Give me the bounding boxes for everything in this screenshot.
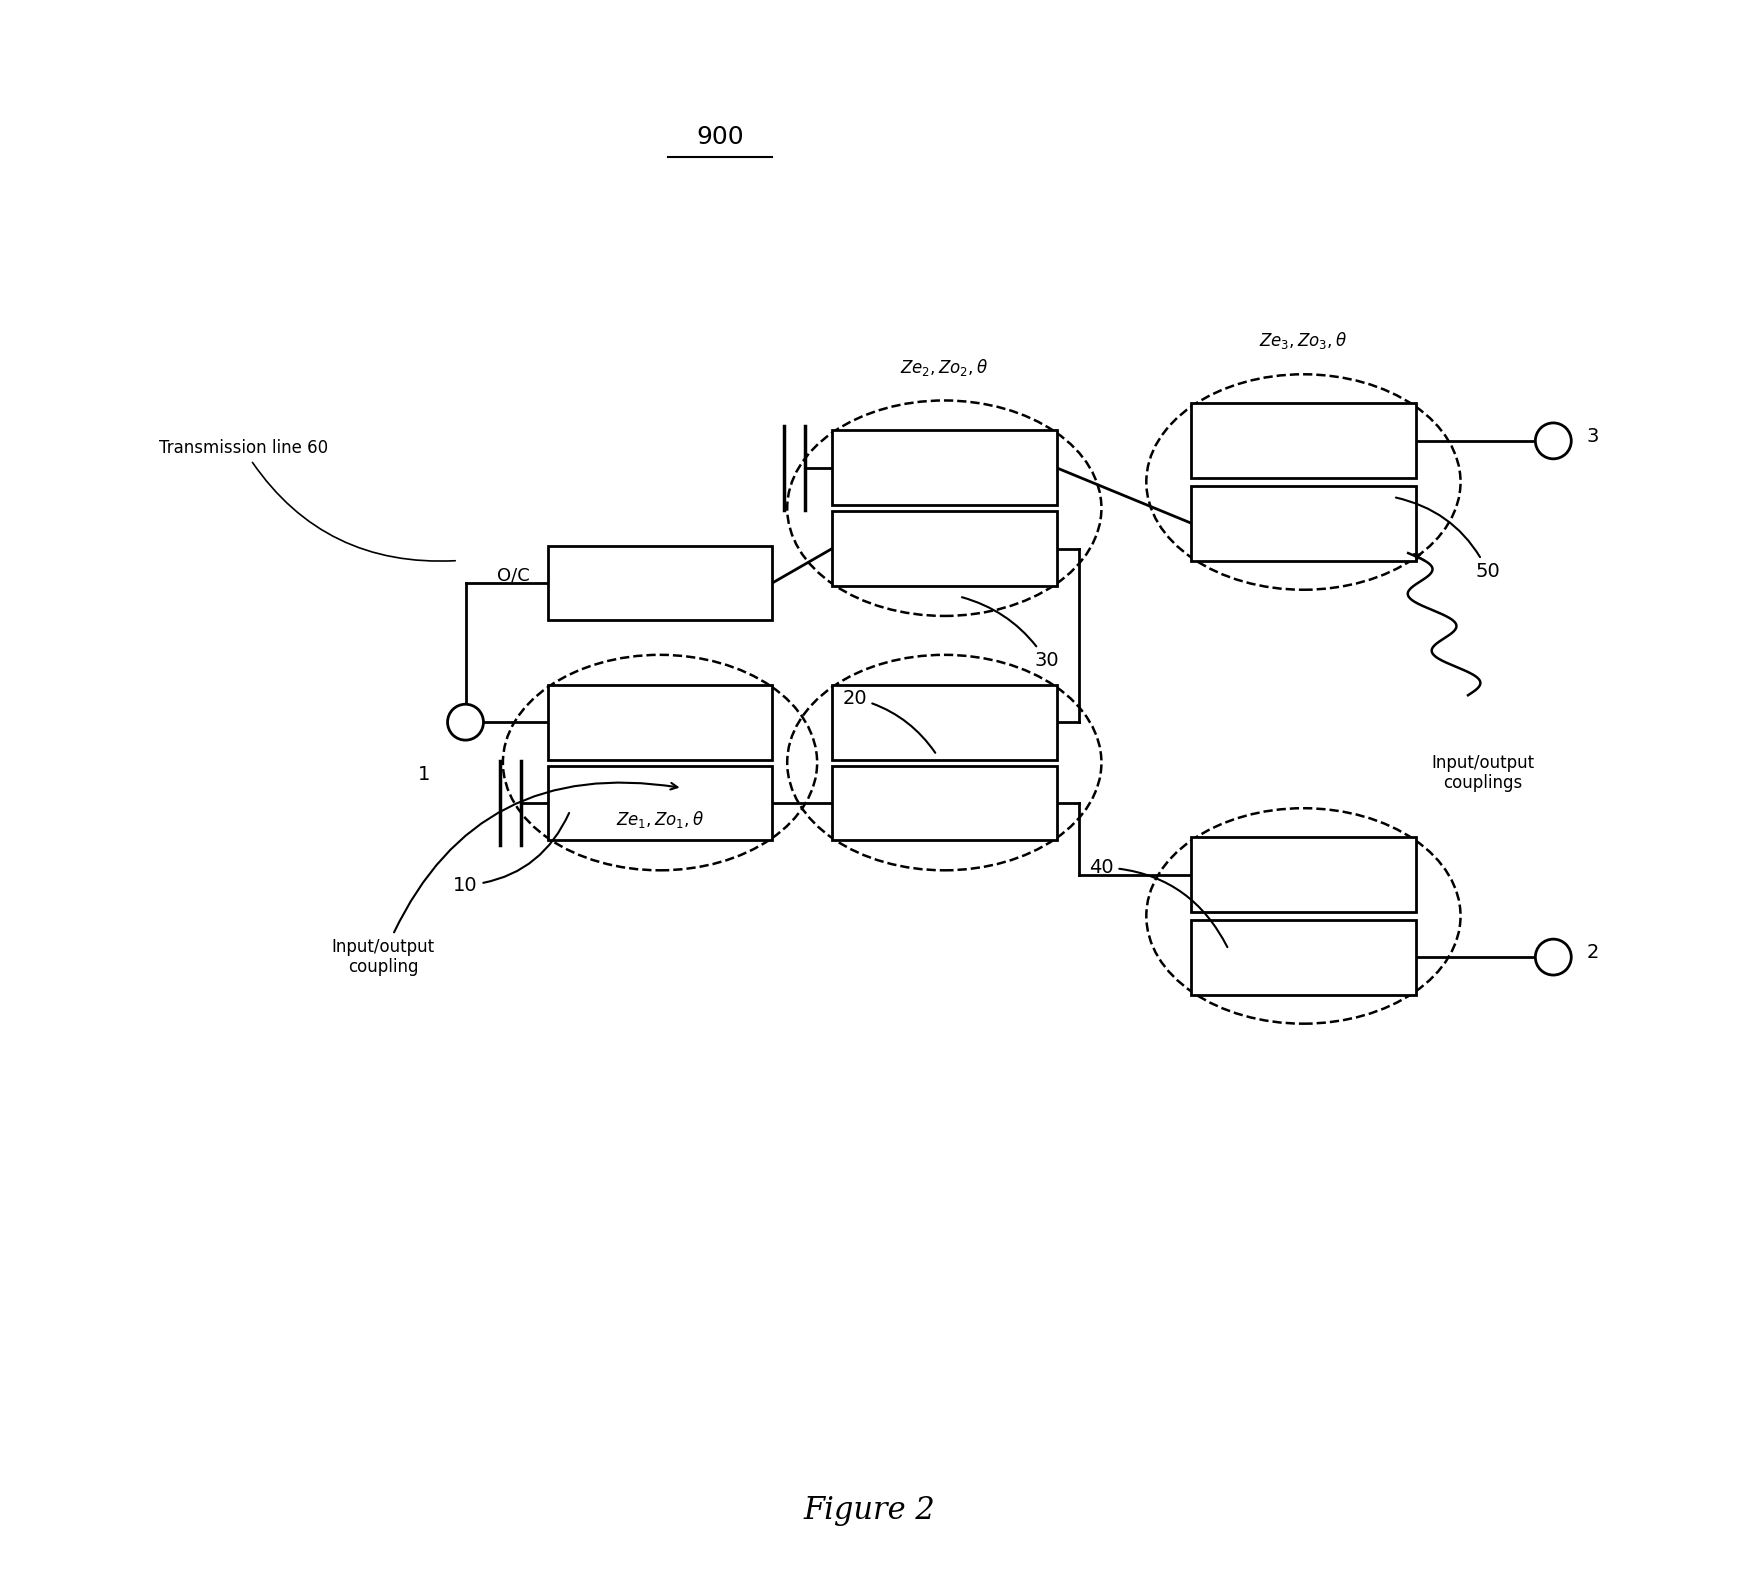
Bar bbox=[1191, 404, 1416, 479]
Text: Input/output
couplings: Input/output couplings bbox=[1431, 753, 1534, 792]
Text: Transmission line 60: Transmission line 60 bbox=[158, 439, 456, 561]
Circle shape bbox=[1536, 423, 1572, 458]
Bar bbox=[548, 766, 772, 840]
Text: 50: 50 bbox=[1396, 498, 1501, 582]
Bar bbox=[831, 431, 1057, 506]
Text: O/C: O/C bbox=[497, 566, 530, 585]
Bar bbox=[831, 766, 1057, 840]
Text: 20: 20 bbox=[842, 689, 936, 753]
Text: $Ze_3, Zo_3, \theta$: $Ze_3, Zo_3, \theta$ bbox=[1259, 330, 1348, 352]
Bar bbox=[1191, 485, 1416, 561]
Bar bbox=[1191, 837, 1416, 913]
Text: 30: 30 bbox=[962, 598, 1059, 670]
Bar bbox=[1191, 919, 1416, 994]
Text: 1: 1 bbox=[417, 766, 430, 785]
Text: $Ze_1, Zo_1, \theta$: $Ze_1, Zo_1, \theta$ bbox=[616, 808, 704, 831]
Text: Input/output
coupling: Input/output coupling bbox=[332, 783, 678, 976]
Circle shape bbox=[1536, 940, 1572, 975]
Bar bbox=[548, 545, 772, 620]
Text: 10: 10 bbox=[454, 813, 569, 896]
Bar bbox=[831, 512, 1057, 586]
Text: 2: 2 bbox=[1586, 943, 1598, 962]
Bar bbox=[831, 685, 1057, 759]
Text: 3: 3 bbox=[1586, 426, 1598, 445]
Bar bbox=[548, 685, 772, 759]
Text: 40: 40 bbox=[1089, 857, 1228, 948]
Text: $Ze_2, Zo_2, \theta$: $Ze_2, Zo_2, \theta$ bbox=[901, 357, 988, 379]
Circle shape bbox=[447, 704, 483, 740]
Text: 900: 900 bbox=[696, 125, 744, 149]
Text: Figure 2: Figure 2 bbox=[803, 1495, 936, 1526]
